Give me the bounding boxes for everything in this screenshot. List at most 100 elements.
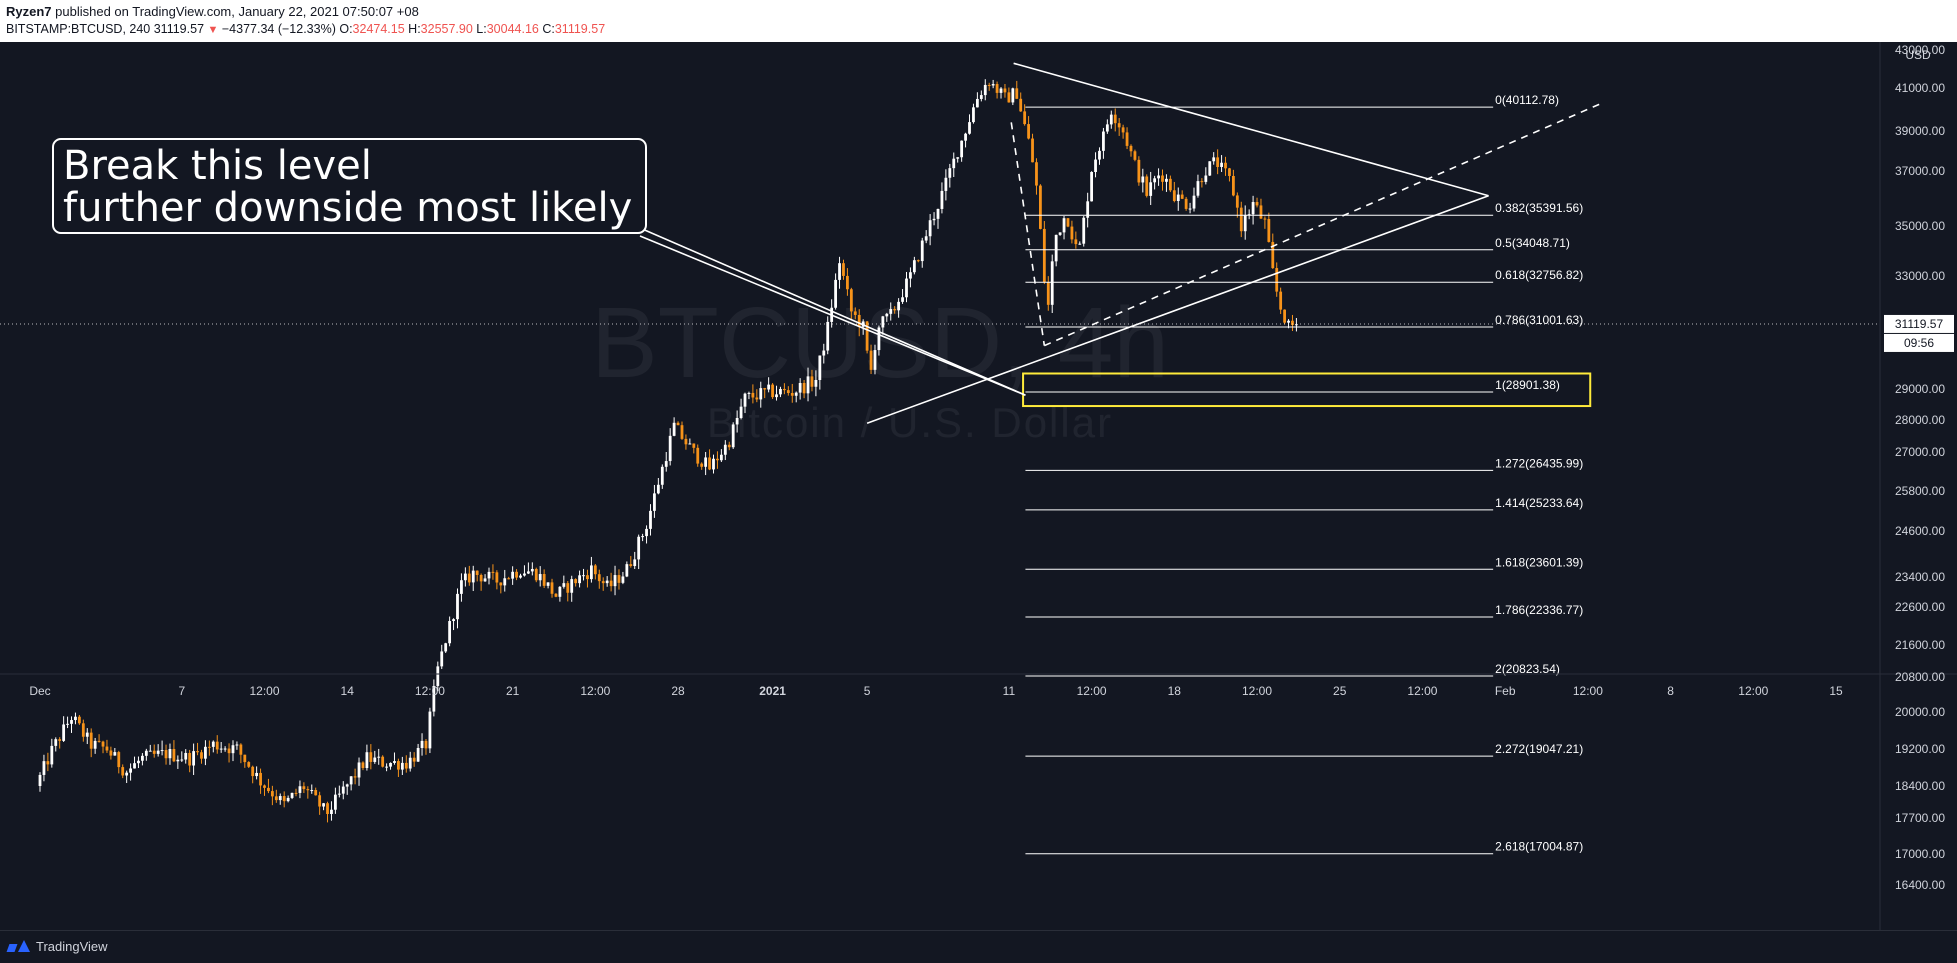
candle-body <box>109 750 113 756</box>
candle-body <box>767 384 771 390</box>
candle-body <box>1153 178 1157 183</box>
candle-body <box>1105 124 1109 132</box>
candle-body <box>436 666 440 686</box>
candle-body <box>330 809 333 815</box>
time-tick-label: 12:00 <box>1242 684 1272 698</box>
candle-body <box>1263 218 1267 220</box>
candle-body <box>1070 226 1074 240</box>
candle-body <box>243 754 247 763</box>
last-price-tag: 31119.57 09:56 <box>1884 314 1954 352</box>
text-callout[interactable]: Break this level further downside most l… <box>52 138 647 234</box>
candle-body <box>613 575 617 587</box>
candle-body <box>129 768 132 773</box>
candle-body <box>1231 175 1235 196</box>
time-tick-label: 12:00 <box>249 684 279 698</box>
price-tick-label: 25800.00 <box>1895 484 1945 498</box>
candle-body <box>255 772 259 777</box>
candle-body <box>700 463 704 467</box>
candle-body <box>416 747 420 762</box>
candle-body <box>70 720 73 724</box>
candle-body <box>924 236 928 241</box>
candle-body <box>593 565 597 575</box>
candle-body <box>932 218 936 221</box>
candle-body <box>290 792 294 798</box>
candle-body <box>235 744 239 746</box>
candle-body <box>940 190 944 209</box>
support-highlight-box <box>1022 372 1592 408</box>
candle-body <box>200 752 203 759</box>
trendline-drawings[interactable] <box>639 62 1601 424</box>
candle-body <box>719 454 723 461</box>
price-tick-label: 39000.00 <box>1895 124 1945 138</box>
time-tick-label: 2021 <box>759 684 786 698</box>
candle-body <box>605 580 609 584</box>
time-axis[interactable]: Dec 7 12:00 14 12:00 21 12:00 28 2021 5 11 12:00 18 1… <box>29 684 1843 698</box>
candle-body <box>538 574 542 581</box>
candle-body <box>653 493 656 511</box>
candle-body <box>204 746 207 759</box>
symbol-label: BITSTAMP:BTCUSD, 240 <box>6 22 151 36</box>
time-tick-label: 7 <box>178 684 185 698</box>
candle-body <box>85 732 89 737</box>
candle-body <box>609 580 613 587</box>
candle-body <box>916 260 920 262</box>
candle-body <box>814 379 818 387</box>
candle-body <box>105 746 109 751</box>
candle-body <box>393 761 396 763</box>
price-chart[interactable]: BTCUSD, 4h Bitcoin / U.S. Dollar 0(40112… <box>0 42 1957 930</box>
candle-body <box>822 350 826 356</box>
candle-body <box>846 275 849 290</box>
candle-body <box>282 796 286 802</box>
price-tick-label: 17700.00 <box>1895 811 1945 825</box>
fibonacci-extension[interactable]: 0(40112.78) 0.382(35391.56) 0.5(34048.71) 0… <box>1022 93 1592 855</box>
candle-body <box>247 762 251 767</box>
time-tick-label: 12:00 <box>415 684 445 698</box>
author-name[interactable]: Ryzen7 <box>6 4 52 19</box>
candle-body <box>696 447 700 464</box>
change-label: −4377.34 (−12.33%) <box>221 22 336 36</box>
candle-body <box>999 88 1003 93</box>
candle-body <box>735 417 739 425</box>
open-label: O: <box>339 22 353 36</box>
candle-body <box>574 579 578 584</box>
candle-body <box>46 761 50 765</box>
candle-body <box>842 263 845 276</box>
tradingview-logo[interactable]: TradingView <box>8 939 108 954</box>
candle-body <box>534 568 538 581</box>
price-tick-label: 22600.00 <box>1895 600 1945 614</box>
candle-body <box>633 559 637 567</box>
price-tick-label: 20800.00 <box>1895 670 1945 684</box>
fib-level-label: 0(40112.78) <box>1495 93 1559 107</box>
candle-body <box>54 739 58 746</box>
price-tick-label: 37000.00 <box>1895 164 1945 178</box>
candle-body <box>1275 268 1279 292</box>
candle-body <box>239 744 243 755</box>
candle-body <box>972 107 975 123</box>
candle-body <box>987 84 991 86</box>
low-label: L: <box>476 22 487 36</box>
candle-body <box>192 751 196 766</box>
candle-body <box>838 263 841 280</box>
candle-body <box>137 760 140 764</box>
last-price-value: 31119.57 <box>1895 317 1944 331</box>
price-tick-label: 17000.00 <box>1895 847 1945 861</box>
candle-body <box>794 392 798 396</box>
fib-level-label: 1.272(26435.99) <box>1495 456 1583 470</box>
candle-body <box>1137 159 1141 183</box>
candle-body <box>755 397 759 400</box>
candle-body <box>1172 190 1176 201</box>
candle-body <box>1027 124 1030 139</box>
candle-body <box>263 785 266 788</box>
candle-body <box>649 510 652 529</box>
candle-body <box>519 575 522 578</box>
candle-body <box>1255 202 1259 206</box>
candle-body <box>141 755 144 761</box>
candle-body <box>751 392 755 398</box>
candle-body <box>889 309 893 314</box>
candle-body <box>1204 175 1208 182</box>
price-tick-label: 29000.00 <box>1895 382 1945 396</box>
candle-body <box>853 311 857 315</box>
candle-body <box>629 564 633 567</box>
price-tick-label: 43000.00 <box>1895 43 1945 57</box>
candle-body <box>523 573 526 576</box>
